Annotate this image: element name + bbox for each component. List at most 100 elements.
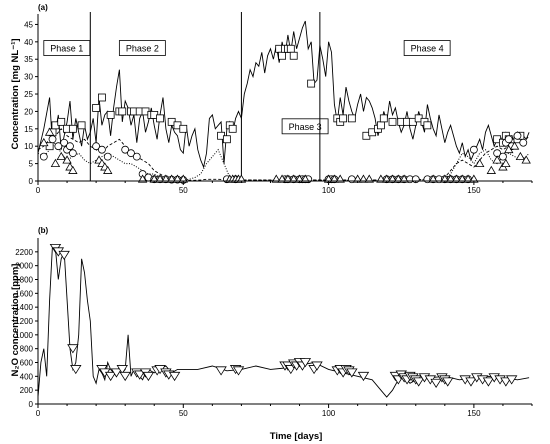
panel-a-circle-marker (39, 152, 48, 161)
panel-a-square-marker (307, 79, 316, 88)
panel-a-triangle-marker (509, 141, 520, 150)
panel-a-y-tick-label: 35 (24, 55, 33, 64)
panel-b-y-tick-label: 1200 (15, 317, 33, 326)
panel-a-y-tick-label: 20 (24, 107, 33, 116)
panel-a-triangle-marker (515, 151, 526, 161)
panel-a-dashed-series-line (37, 128, 530, 181)
panel-a-circle-marker (66, 142, 74, 151)
panel-a-square-marker (228, 124, 237, 133)
panel-a-x-tick-label: 150 (467, 186, 481, 195)
panel-a-triangle-marker (56, 151, 66, 161)
panel-a-circle-marker (54, 142, 63, 151)
panel-a-square-marker (222, 135, 231, 144)
panel-a-square-marker (286, 44, 295, 53)
panel-a-y-tick-label: 10 (24, 142, 33, 151)
panel-a-square-marker (339, 114, 348, 123)
panel-a-circle-marker (499, 152, 507, 161)
panel-a-triangle-marker (44, 127, 55, 136)
panel-a-triangle-marker (486, 165, 497, 174)
panel-a-y-tick-label: 25 (24, 90, 33, 99)
panel-a-circle-marker (68, 149, 77, 158)
panel-a-circle-marker (60, 138, 69, 147)
panel-a: (a) Concentration [mg NL⁻¹] Phase 1 Phase… (10, 3, 533, 195)
panel-b-y-tick-label: 200 (20, 386, 34, 395)
phase-label-3: Phase 3 (289, 122, 322, 132)
panel-a-square-marker (77, 121, 86, 130)
panel-a-square-marker (278, 51, 286, 60)
panel-a-triangle-marker (62, 155, 72, 164)
panel-b-x-tick-label: 100 (322, 409, 336, 418)
panel-b-triangle-down-marker (311, 361, 323, 371)
panel-a-circle-marker (121, 145, 130, 154)
phase-label-box (118, 40, 166, 56)
panel-b-triangle-down-marker (505, 375, 518, 385)
panel-a-triangle-marker (50, 158, 61, 168)
panel-a-triangle-marker (501, 158, 511, 168)
panel-b-x-tick-label: 0 (36, 409, 41, 418)
panel-a-triangle-marker (521, 155, 531, 164)
panel-a-y-tick-label: 40 (24, 38, 33, 47)
panel-a-x-tick-label: 100 (322, 186, 336, 195)
x-axis-label: Time [days] (270, 431, 323, 442)
panel-b-triangle-down-marker (299, 358, 312, 368)
panel-a-label: (a) (38, 3, 48, 12)
panel-b-y-tick-label: 600 (20, 359, 34, 368)
panel-a-y-axis-label: Concentration [mg NL⁻¹] (10, 38, 21, 149)
panel-b-triangle-down-marker (412, 377, 425, 387)
panel-b: (b) N₂O concentration [ppm] Time [days] … (10, 226, 533, 442)
panel-a-square-marker (98, 93, 106, 102)
panel-b-y-axis-label: N₂O concentration [ppm] (10, 264, 21, 377)
panel-b-x-tick-label: 150 (467, 409, 481, 418)
panel-b-triangle-down-marker (142, 371, 155, 382)
panel-b-triangle-down-marker (110, 368, 123, 378)
panel-b-triangle-down-marker (232, 366, 245, 376)
panel-a-circle-marker (92, 142, 101, 151)
panel-b-y-tick-label: 1400 (15, 303, 33, 312)
phase-label-box (403, 40, 451, 56)
phase-label-box (281, 118, 329, 135)
panel-b-y-tick-label: 800 (20, 345, 34, 354)
panel-a-triangle-marker (39, 137, 49, 147)
panel-b-y-tick-label: 1800 (15, 276, 33, 285)
panel-a-square-marker (45, 142, 54, 151)
panel-a-x-tick-label: 50 (179, 186, 188, 195)
panel-a-triangle-marker (103, 165, 113, 174)
panel-a-square-marker (388, 117, 397, 126)
panel-a-circle-marker (98, 145, 106, 154)
panel-a-square-marker (347, 114, 356, 123)
panel-a-square-marker (118, 107, 127, 116)
panel-b-triangle-down-marker (70, 365, 82, 375)
panel-a-y-tick-label: 15 (24, 125, 33, 134)
panel-a-circle-marker (127, 149, 135, 158)
panel-a-square-marker (289, 51, 298, 60)
panel-b-triangle-down-marker (133, 370, 146, 380)
panel-a-dotted-series-line (37, 141, 530, 181)
panel-a-square-marker (423, 121, 432, 130)
phase-label-1: Phase 1 (50, 44, 83, 54)
panel-a-square-marker (156, 114, 164, 123)
panel-a-square-marker (68, 124, 77, 133)
panel-a-square-marker (376, 121, 385, 130)
panel-b-triangle-down-marker (58, 250, 70, 261)
panel-a-circle-marker (504, 135, 513, 144)
panel-a-y-tick-label: 45 (24, 20, 33, 29)
panel-b-triangle-down-marker (168, 371, 181, 382)
panel-a-circle-marker (469, 145, 478, 154)
panel-a-circle-marker (48, 135, 57, 144)
phase-label-4: Phase 4 (411, 44, 444, 54)
phase-label-2: Phase 2 (126, 44, 159, 54)
panel-b-label: (b) (38, 226, 49, 235)
panel-a-triangle-marker (68, 165, 78, 174)
panel-a-square-marker (379, 114, 388, 123)
panel-a-square-marker (92, 104, 101, 112)
panel-b-y-tick-label: 1600 (15, 289, 33, 298)
panel-b-triangle-down-marker (500, 377, 512, 387)
panel-b-x-tick-label: 50 (179, 409, 188, 418)
panel-b-triangle-down-marker (346, 368, 358, 378)
panel-a-y-tick-label: 0 (29, 177, 34, 186)
panel-b-y-tick-label: 2000 (15, 262, 33, 271)
panel-a-solid-series-line (37, 20, 530, 169)
panel-b-y-tick-label: 400 (20, 372, 34, 381)
panel-b-y-tick-label: 1000 (15, 331, 33, 340)
